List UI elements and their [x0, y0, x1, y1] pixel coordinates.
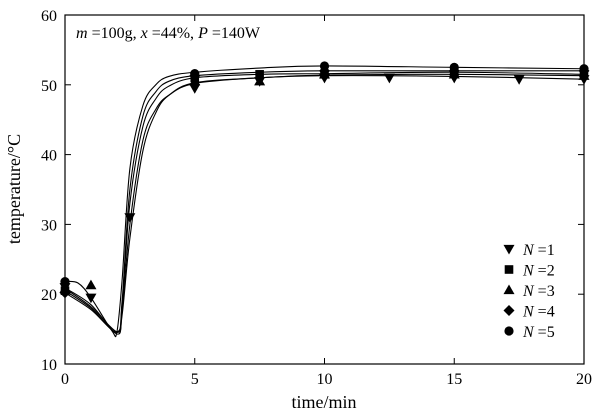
y-ticks: 10 20 30 40 50 60	[41, 8, 584, 374]
y-tick-label: 30	[41, 217, 57, 234]
legend-label: N =5	[522, 324, 555, 341]
data-point	[124, 213, 136, 223]
series-markers-3	[59, 68, 590, 293]
legend-label: N =1	[522, 242, 555, 259]
legend-item: N =4	[503, 304, 555, 321]
data-point	[190, 69, 200, 79]
legend-marker	[503, 284, 515, 295]
series-line-1	[64, 75, 585, 335]
legend-item: N =1	[503, 242, 555, 259]
series-line-4	[64, 70, 584, 333]
data-point	[255, 70, 264, 79]
x-axis-label: time/min	[292, 392, 357, 412]
data-point	[513, 75, 525, 85]
data-point	[449, 62, 459, 72]
data-point	[189, 84, 201, 94]
annotation: m =100g, x =44%, P =140W	[76, 25, 261, 42]
data-point	[319, 61, 330, 71]
legend-label: N =2	[522, 263, 555, 280]
plot-area: 0 5 10 15 20 10 20 30 40 50 60	[41, 8, 592, 388]
series-line-5	[64, 65, 585, 338]
series-markers-4	[59, 65, 590, 299]
legend-marker	[503, 244, 515, 255]
legend-marker	[504, 326, 514, 336]
legend-marker	[503, 305, 515, 316]
x-tick-label: 10	[317, 371, 333, 388]
data-point	[383, 73, 395, 84]
data-point	[59, 287, 71, 299]
legend-item: N =3	[503, 283, 555, 300]
x-tick-label: 5	[191, 371, 199, 388]
legend-label: N =4	[522, 304, 555, 321]
legend-item: N =5	[504, 324, 555, 341]
data-point	[60, 277, 70, 287]
y-tick-label: 50	[41, 78, 57, 95]
x-tick-label: 0	[61, 371, 69, 388]
y-axis-label: temperature/°C	[4, 134, 24, 244]
series-line-3	[64, 73, 585, 333]
data-point	[254, 75, 266, 86]
data-point	[85, 279, 97, 290]
x-tick-label: 20	[576, 371, 592, 388]
x-ticks: 0 5 10 15 20	[61, 15, 592, 388]
legend-item: N =2	[504, 263, 555, 280]
legend-marker	[504, 265, 514, 274]
data-point	[579, 64, 589, 74]
series-markers-5	[60, 61, 589, 287]
legend: N =1 N =2 N =3 N =4 N =5	[503, 242, 555, 341]
series-lines	[64, 65, 585, 338]
series-markers-2	[60, 67, 589, 296]
data-point	[85, 293, 97, 304]
y-tick-label: 60	[41, 8, 57, 25]
legend-label: N =3	[522, 283, 555, 300]
series-markers	[59, 61, 590, 304]
y-tick-label: 20	[41, 287, 57, 304]
y-tick-label: 10	[41, 357, 57, 374]
x-tick-label: 15	[446, 371, 462, 388]
y-tick-label: 40	[41, 148, 57, 165]
